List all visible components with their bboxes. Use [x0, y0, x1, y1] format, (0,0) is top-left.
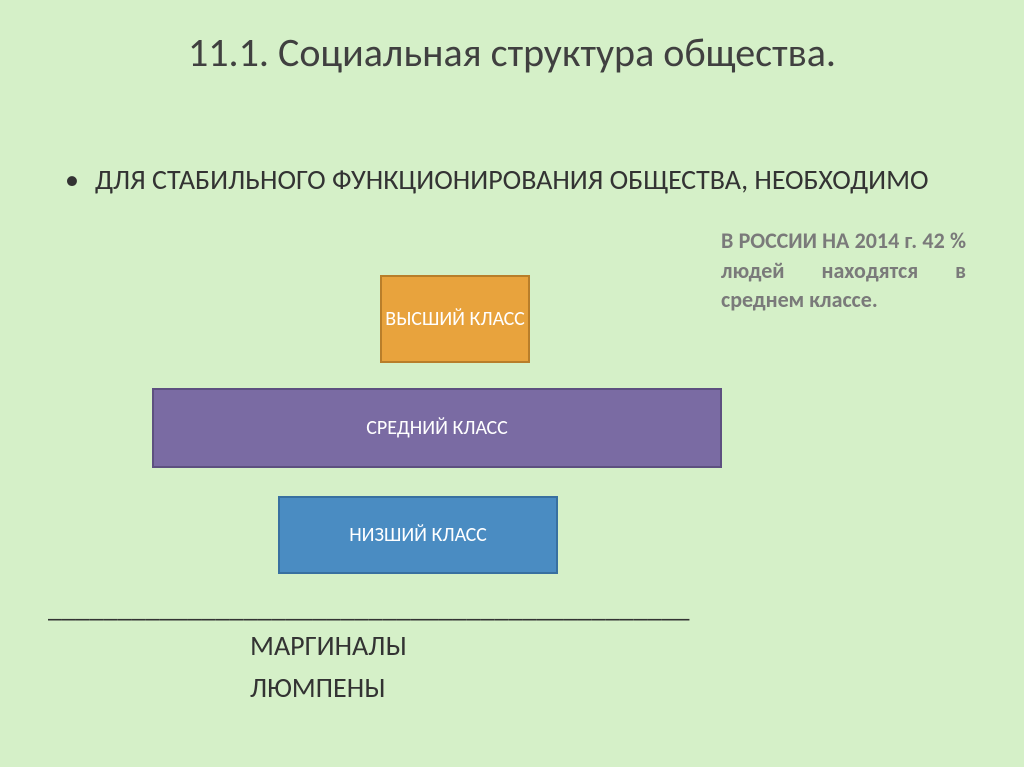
sidebar-statistic: В РОССИИ НА 2014 г. 42 % людей находятся… — [721, 226, 966, 315]
middle-class-label: СРЕДНИЙ КЛАСС — [366, 416, 507, 440]
middle-class-box: СРЕДНИЙ КЛАСС — [152, 388, 722, 468]
lower-class-label: НИЗШИЙ КЛАСС — [349, 523, 487, 547]
lower-class-box: НИЗШИЙ КЛАСС — [278, 496, 558, 574]
bullet-point: ДЛЯ СТАБИЛЬНОГО ФУНКЦИОНИРОВАНИЯ ОБЩЕСТВ… — [45, 162, 929, 197]
divider-line: ________________________________________… — [48, 590, 968, 625]
slide-title: 11.1. Социальная структура общества. — [0, 0, 1024, 78]
upper-class-box: ВЫСШИЙ КЛАСС — [380, 275, 530, 363]
bottom-labels: МАРГИНАЛЫ ЛЮМПЕНЫ — [250, 625, 407, 709]
upper-class-label: ВЫСШИЙ КЛАСС — [385, 306, 525, 332]
bullet-text-content: ДЛЯ СТАБИЛЬНОГО ФУНКЦИОНИРОВАНИЯ ОБЩЕСТВ… — [45, 162, 929, 197]
lumpens-label: ЛЮМПЕНЫ — [250, 667, 407, 709]
marginals-label: МАРГИНАЛЫ — [250, 625, 407, 667]
